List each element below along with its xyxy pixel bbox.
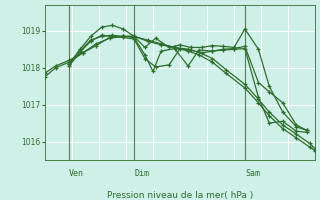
Text: Ven: Ven — [69, 169, 84, 178]
Text: Pression niveau de la mer( hPa ): Pression niveau de la mer( hPa ) — [107, 191, 253, 200]
Text: Dim: Dim — [134, 169, 149, 178]
Text: Sam: Sam — [245, 169, 260, 178]
